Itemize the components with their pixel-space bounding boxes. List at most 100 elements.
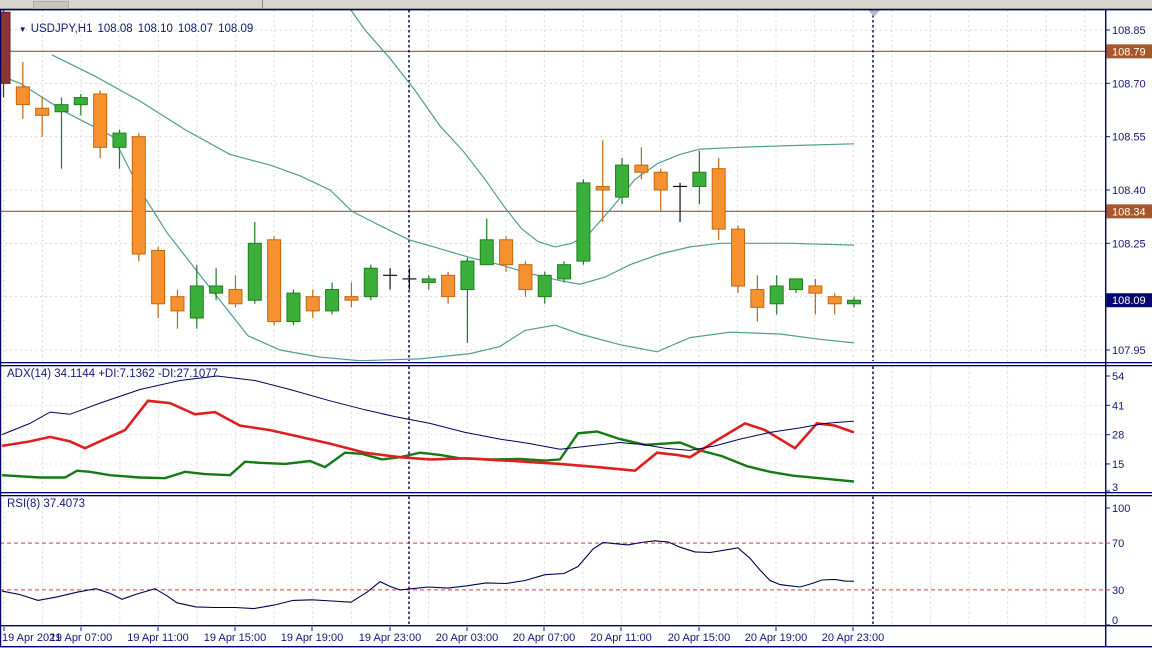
price-badge <box>1106 204 1152 219</box>
rsi-indicator-label: RSI(8) 37.4073 <box>7 498 85 510</box>
bear-candle <box>0 11 11 84</box>
bull-candle <box>537 274 552 298</box>
bull-candle <box>460 260 475 291</box>
bear-candle <box>499 239 514 266</box>
adx-axis-label: 28 <box>1112 430 1124 442</box>
adx-line <box>1 375 855 451</box>
time-axis-label: 19 Apr 19:00 <box>281 632 343 644</box>
panel-separator <box>0 362 1152 364</box>
adx-axis-label: 3 <box>1112 482 1118 494</box>
bear-candle <box>731 228 746 287</box>
price-axis-label: 107.95 <box>1112 345 1146 357</box>
time-axis-label: 20 Apr 11:00 <box>590 632 652 644</box>
bear-candle <box>344 296 359 301</box>
bear-candle <box>518 264 533 291</box>
bollinger-middle-line <box>51 54 855 285</box>
time-axis-label: 20 Apr 23:00 <box>822 632 884 644</box>
quote-high: 108.10 <box>137 23 173 35</box>
bull-candle <box>421 278 436 283</box>
price-badge-label: 108.09 <box>1112 295 1146 307</box>
adx-panel[interactable] <box>0 366 1105 492</box>
price-axis-label: 108.25 <box>1112 238 1146 250</box>
frame-left-border <box>0 9 2 647</box>
adx-axis-label: 41 <box>1112 400 1124 412</box>
bull-candle <box>73 97 88 106</box>
time-axis-label: 20 Apr 07:00 <box>513 632 575 644</box>
panel-separator <box>0 646 1152 648</box>
collapse-arrow-icon[interactable]: ▼ <box>18 25 27 34</box>
price-axis-label: 108.85 <box>1112 25 1146 37</box>
time-axis-label: 19 Apr 2021 <box>2 632 61 644</box>
rsi-axis-label: 0 <box>1112 615 1118 627</box>
time-axis-label: 19 Apr 07:00 <box>50 632 112 644</box>
bear-candle <box>228 289 243 305</box>
bull-candle <box>363 267 378 298</box>
minus-di-line <box>1 399 855 473</box>
bear-candle <box>305 296 320 312</box>
bear-candle <box>170 296 185 312</box>
bull-candle <box>789 278 804 291</box>
symbol-quote-line[interactable]: ▼ USDJPY,H1 108.08 108.10 108.07 108.09 <box>6 11 258 47</box>
panel-separator <box>0 365 1152 367</box>
price-axis[interactable]: 108.85 108.70 108.55 108.40 108.25 107.95 108.… <box>1105 25 1152 627</box>
bollinger-upper-line <box>350 10 855 248</box>
rsi-axis-label: 30 <box>1112 585 1124 597</box>
bear-candle <box>595 185 610 191</box>
plus-di-line <box>1 430 855 483</box>
bear-candle <box>634 164 649 173</box>
bull-candle <box>769 285 784 305</box>
bull-candle <box>112 132 127 148</box>
adx-axis-label: 54 <box>1112 371 1124 383</box>
time-axis-label: 19 Apr 11:00 <box>127 632 189 644</box>
bear-candle <box>35 107 50 116</box>
bear-candle <box>441 274 456 298</box>
panel-separator <box>0 9 1152 11</box>
time-axis-label: 19 Apr 15:00 <box>204 632 266 644</box>
axis-border <box>1105 9 1107 647</box>
price-axis-label: 108.40 <box>1112 185 1146 197</box>
candles-group <box>0 10 862 343</box>
time-axis-label: 20 Apr 15:00 <box>668 632 730 644</box>
bull-candle <box>189 285 204 319</box>
rsi-axis-label: 100 <box>1112 503 1130 515</box>
bull-candle <box>209 285 224 294</box>
bull-candle <box>247 242 262 301</box>
price-axis-label: 108.55 <box>1112 132 1146 144</box>
bull-candle <box>557 264 572 280</box>
bollinger-lower-line <box>1 75 855 361</box>
bull-candle <box>576 182 591 262</box>
bull-candle <box>692 171 707 187</box>
adx-axis-label: 15 <box>1112 459 1124 471</box>
price-badge <box>1106 293 1152 308</box>
rsi-panel[interactable] <box>0 496 1105 625</box>
strip-divider <box>262 0 263 8</box>
price-axis-label: 108.70 <box>1112 78 1146 90</box>
price-badge <box>1106 44 1152 59</box>
bull-candle <box>615 164 630 198</box>
window-tab-stub[interactable] <box>33 1 69 9</box>
bull-candle <box>479 239 494 266</box>
time-axis-label: 19 Apr 23:00 <box>359 632 421 644</box>
rsi-axis-label: 70 <box>1112 538 1124 550</box>
bear-candle <box>711 168 726 230</box>
bull-candle <box>325 289 340 312</box>
bull-candle <box>286 292 301 323</box>
time-axis-label: 20 Apr 19:00 <box>745 632 807 644</box>
panel-frame-lines <box>0 9 1152 648</box>
bear-candle <box>131 136 146 255</box>
panel-separator <box>0 492 1152 494</box>
panel-separator <box>0 625 1152 627</box>
quote-close: 108.09 <box>218 23 254 35</box>
bull-candle <box>847 299 862 305</box>
quote-low: 108.07 <box>177 23 214 35</box>
price-badge-label: 108.79 <box>1112 46 1146 58</box>
bear-candle <box>653 171 668 191</box>
quote-symbol-period: USDJPY,H1 <box>30 23 93 35</box>
quote-open: 108.08 <box>97 23 133 35</box>
panel-separator <box>0 495 1152 497</box>
main-price-panel[interactable] <box>0 2 1105 361</box>
bear-candle <box>93 93 108 148</box>
